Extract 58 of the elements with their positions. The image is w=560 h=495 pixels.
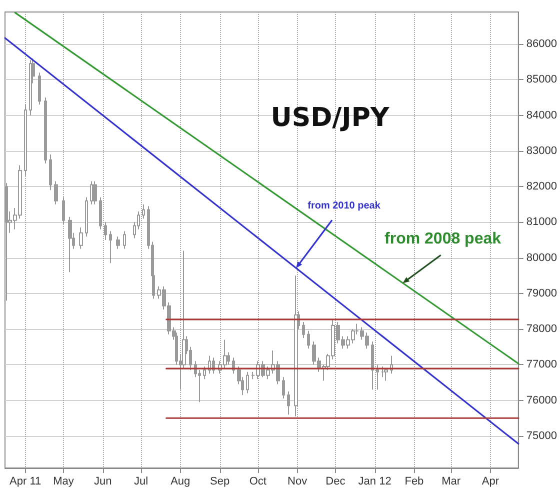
candlestick <box>302 321 305 338</box>
x-tick-label: Jul <box>134 476 148 488</box>
candlestick <box>376 364 379 390</box>
candlestick <box>68 216 72 273</box>
x-tick-label: Apr <box>482 476 500 488</box>
y-tick-label: 78000 <box>526 323 558 336</box>
y-tick-label: 85000 <box>526 74 558 86</box>
candlestick <box>99 196 102 230</box>
candlestick <box>246 371 249 394</box>
x-tick-label: Sep <box>210 476 230 488</box>
x-tick-label: Jun <box>94 476 112 488</box>
x-tick-label: Nov <box>288 476 308 488</box>
candlestick <box>203 366 206 380</box>
candlestick <box>109 230 112 264</box>
y-tick-label: 77000 <box>526 358 558 371</box>
annotation: from 2010 peak <box>308 200 381 212</box>
candlestick <box>142 204 145 220</box>
candlestick <box>49 154 52 191</box>
x-tick-label: Feb <box>404 476 424 488</box>
candlestick <box>116 236 120 250</box>
candlestick <box>282 376 285 400</box>
candlestick <box>384 368 388 382</box>
x-tick-label: Dec <box>326 476 346 488</box>
y-tick-label: 76000 <box>526 394 558 406</box>
y-tick-label: 86000 <box>526 38 558 50</box>
candlestick <box>85 196 88 237</box>
candlestick <box>104 222 107 240</box>
x-tick-label: May <box>53 476 74 488</box>
candlestick <box>90 180 93 205</box>
y-tick-label: 83000 <box>526 144 558 157</box>
candlestick <box>54 180 58 205</box>
x-tick-label: Apr 11 <box>10 476 42 488</box>
x-tick-label: Mar <box>442 476 461 488</box>
candlestick <box>381 366 384 378</box>
candlestick <box>29 60 32 116</box>
candlestick <box>44 97 47 164</box>
candlestick <box>62 196 65 224</box>
candlestick <box>5 182 8 302</box>
y-tick-label: 84000 <box>526 109 558 122</box>
candlestick <box>287 390 290 416</box>
candlestick <box>294 275 298 417</box>
candlestick <box>24 104 27 176</box>
y-tick-label: 81000 <box>526 216 558 228</box>
candlestick <box>123 230 126 250</box>
x-tick-label: Jan 12 <box>358 476 392 488</box>
candlestick <box>79 227 83 250</box>
y-tick-label: 75000 <box>526 430 558 442</box>
y-tick-label: 79000 <box>526 287 558 300</box>
y-tick-label: 80000 <box>526 252 558 264</box>
text: USD/JPY <box>270 103 390 133</box>
candlestick <box>38 72 41 106</box>
annotation: from 2008 peak <box>384 230 502 248</box>
candlestick <box>307 330 310 350</box>
y-tick-label: 82000 <box>526 180 558 193</box>
candlestick <box>371 341 374 390</box>
x-tick-label: Oct <box>249 476 266 488</box>
candlestick <box>93 180 97 205</box>
x-tick-label: Aug <box>170 476 190 488</box>
